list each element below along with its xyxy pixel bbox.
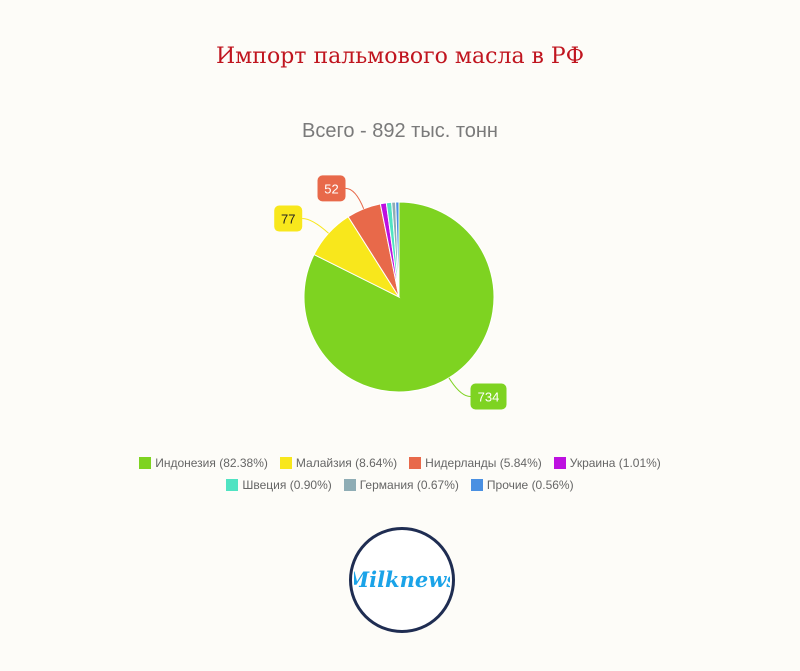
legend-item-5[interactable]: Германия (0.67%) (343, 478, 459, 492)
data-label-box-1 (274, 205, 303, 232)
chart-title: Всего - 892 тыс. тонн (302, 120, 498, 142)
legend-item-4[interactable]: Швеция (0.90%) (226, 478, 332, 492)
data-label-box-0 (470, 383, 507, 410)
data-label-2: 52 (324, 181, 338, 196)
legend-swatch (343, 479, 356, 491)
legend-item-6[interactable]: Прочие (0.56%) (470, 478, 574, 492)
legend-item-2[interactable]: Нидерланды (5.84%) (409, 456, 542, 470)
legend: Индонезия (82.38%) Малайзия (8.64%) Нидерл… (0, 452, 800, 496)
legend-item-3[interactable]: Украина (1.01%) (553, 456, 661, 470)
page-title: Импорт пальмового масла в РФ (215, 44, 585, 69)
legend-label: Швеция (0.90%) (242, 478, 332, 492)
label-connector-1 (302, 218, 329, 234)
legend-label: Нидерланды (5.84%) (425, 456, 542, 470)
pie-slice-6[interactable] (395, 201, 400, 298)
label-connector-0 (448, 377, 471, 398)
data-label-0: 734 (478, 390, 500, 405)
legend-item-0[interactable]: Индонезия (82.38%) (139, 456, 268, 470)
legend-label: Германия (0.67%) (359, 478, 459, 492)
legend-swatch (279, 457, 292, 469)
legend-swatch (409, 457, 422, 469)
label-connector-2 (345, 187, 365, 209)
data-label-1: 77 (281, 212, 295, 227)
legend-swatch (139, 457, 152, 469)
legend-swatch (226, 479, 239, 491)
legend-row: Швеция (0.90%) Германия (0.67%) Прочие (0.… (0, 474, 800, 496)
legend-label: Украина (1.01%) (569, 456, 661, 470)
legend-label: Индонезия (82.38%) (155, 456, 268, 470)
legend-swatch (470, 479, 483, 491)
milknews-logo: Milknews (349, 527, 455, 633)
legend-swatch (553, 457, 566, 469)
legend-label: Малайзия (8.64%) (295, 456, 398, 470)
legend-item-1[interactable]: Малайзия (8.64%) (279, 456, 398, 470)
pie-chart: 734 77 52 (274, 175, 507, 410)
legend-label: Прочие (0.56%) (486, 478, 574, 492)
legend-row: Индонезия (82.38%) Малайзия (8.64%) Нидерл… (0, 452, 800, 474)
data-label-box-2 (317, 175, 346, 202)
svg-text:Milknews: Milknews (354, 567, 450, 592)
